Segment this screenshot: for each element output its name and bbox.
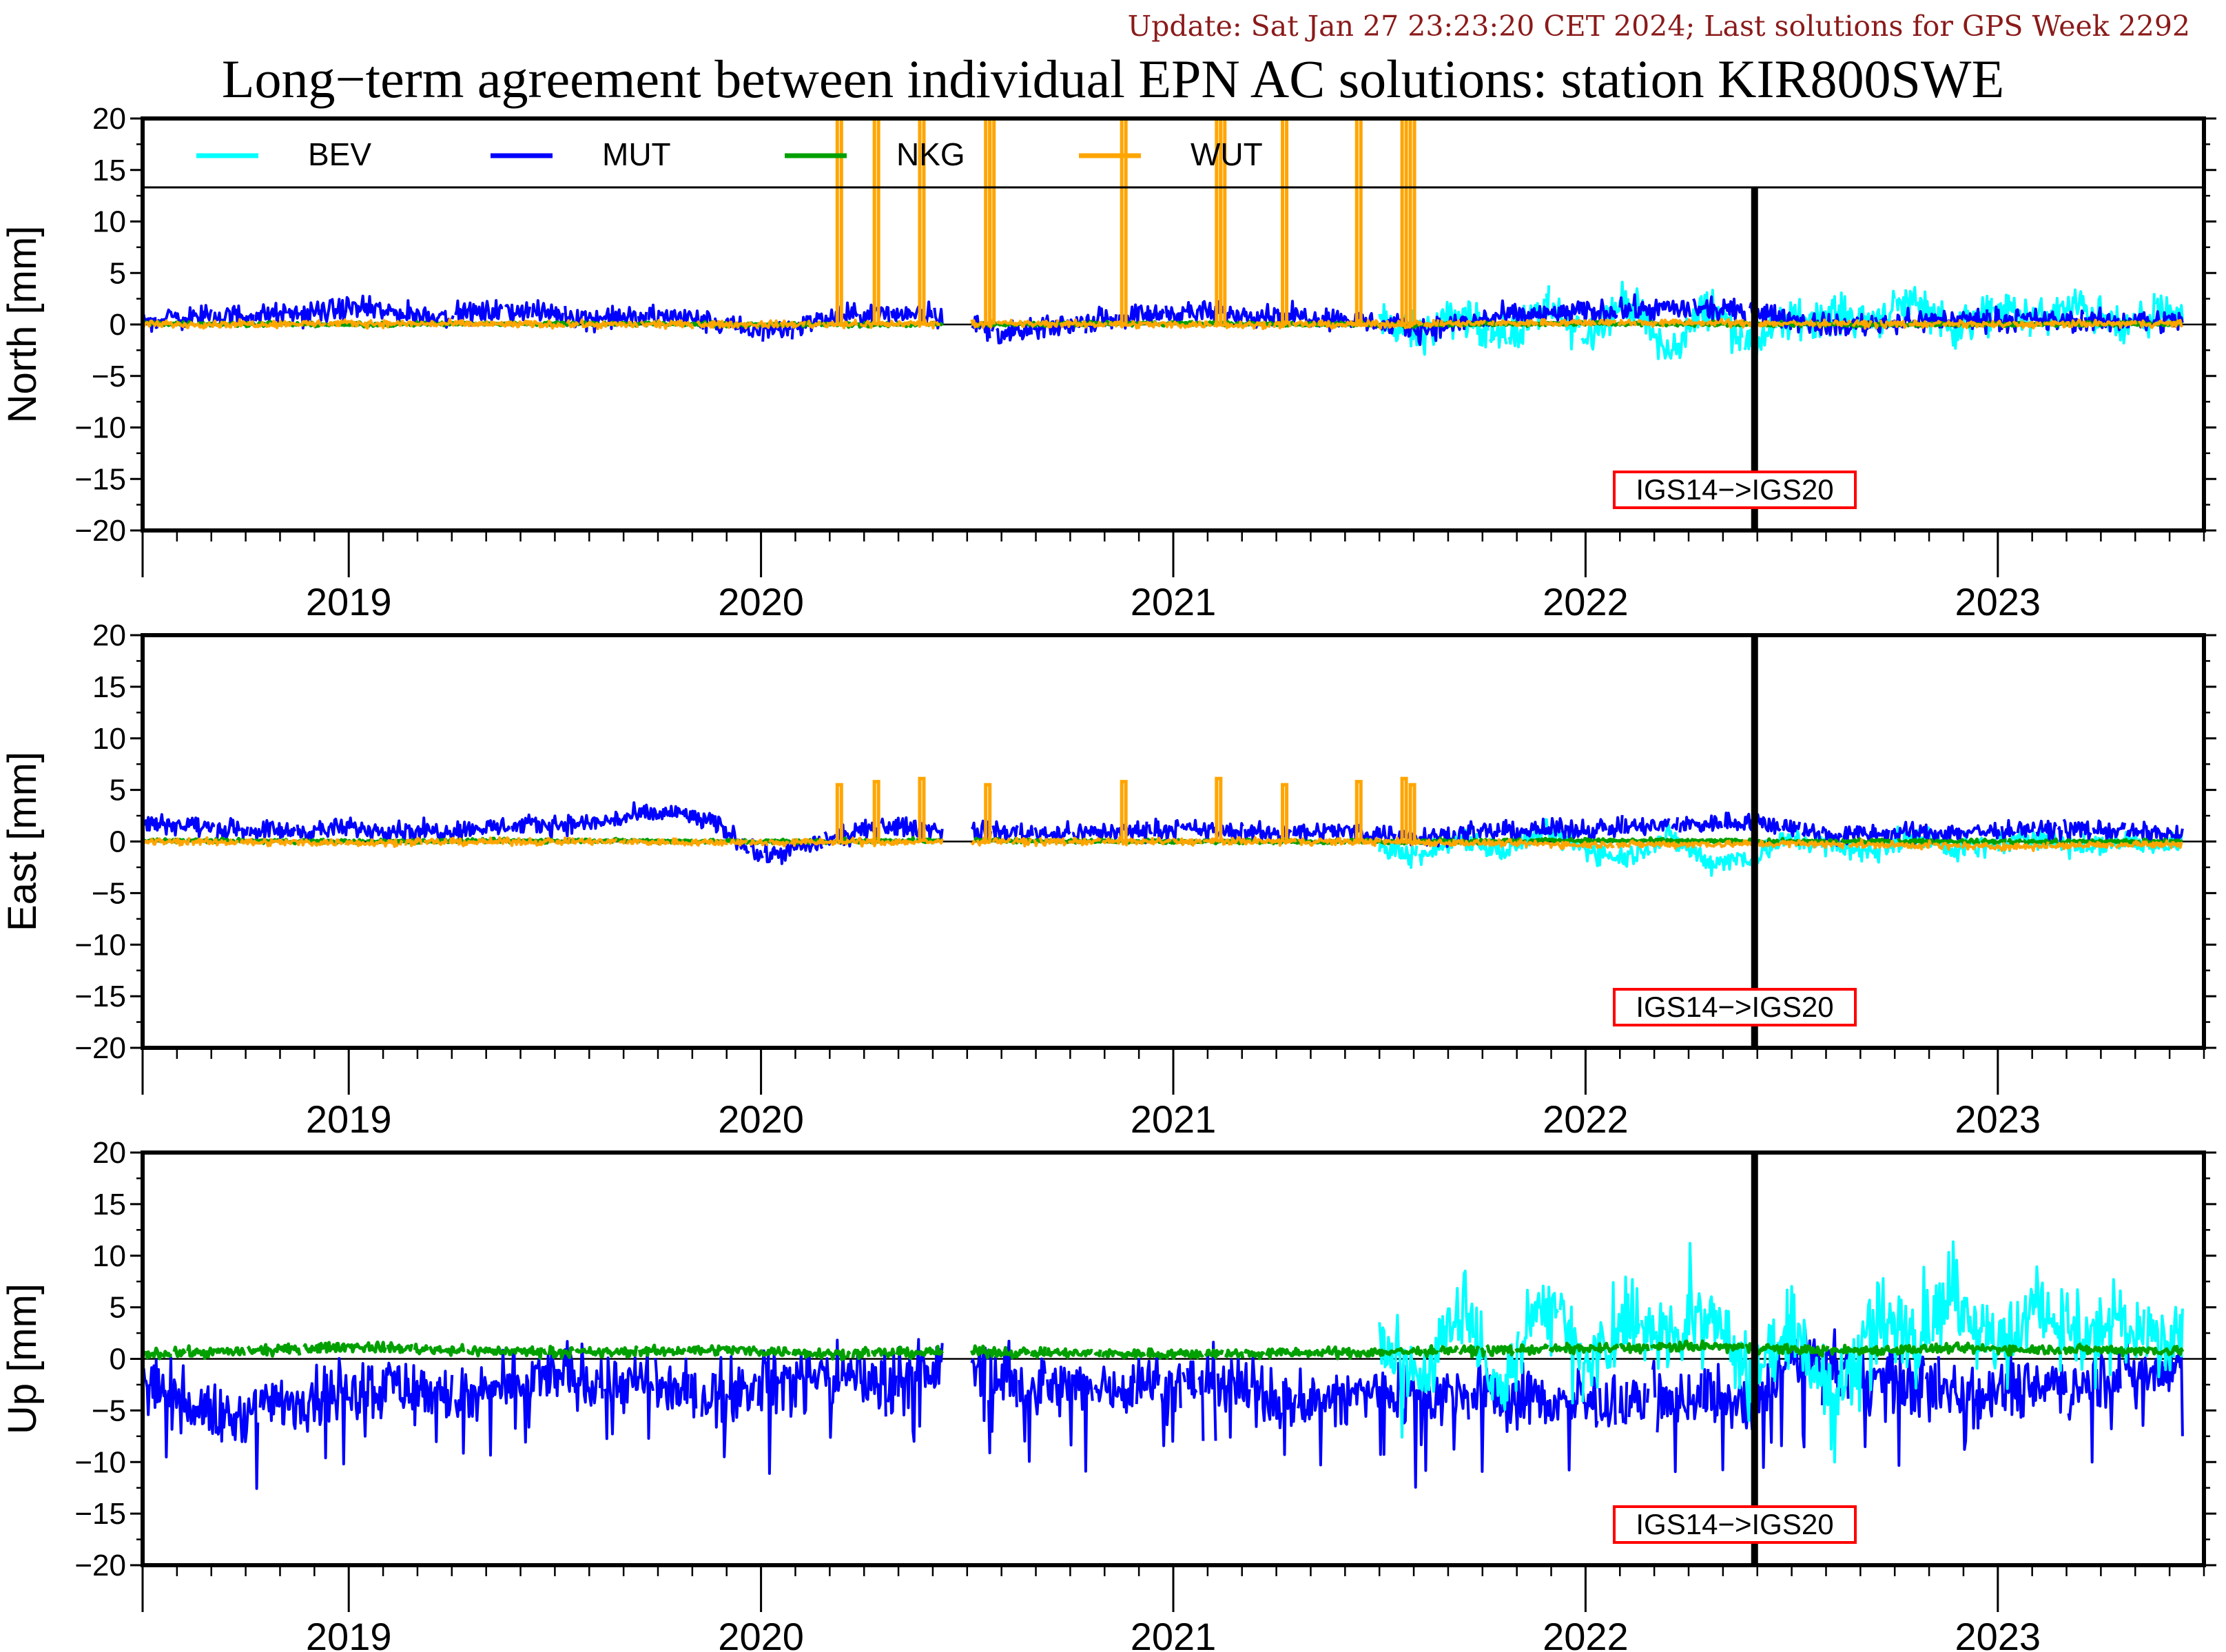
y-tick-label: 5 xyxy=(110,774,126,807)
y-tick-label: 0 xyxy=(110,825,126,859)
x-tick-label: 2019 xyxy=(306,1097,392,1141)
wut-spike xyxy=(835,783,843,842)
x-tick-label: 2020 xyxy=(718,1097,804,1141)
x-tick-label: 2022 xyxy=(1543,1097,1629,1141)
y-tick-label: −10 xyxy=(74,1445,126,1479)
y-tick-label: 15 xyxy=(92,154,126,187)
y-tick-label: −15 xyxy=(74,980,126,1013)
x-tick-label: 2020 xyxy=(718,1615,804,1652)
y-tick-label: −20 xyxy=(74,514,126,548)
y-tick-label: −5 xyxy=(92,876,126,910)
x-tick-label: 2019 xyxy=(306,1615,392,1652)
series-mut-line xyxy=(143,1325,2184,1490)
x-tick-label: 2022 xyxy=(1543,1615,1629,1652)
x-tick-label: 2023 xyxy=(1955,1615,2041,1652)
wut-spike xyxy=(1408,118,1416,324)
panel-3: IGS14−>IGS20 20 15 10 5 0 −5 −10 −15 −20 Up [mm] 20… xyxy=(0,1136,2216,1652)
wut-spike xyxy=(1354,780,1363,842)
wut-spike xyxy=(1400,118,1408,324)
y-tick-label: 10 xyxy=(92,722,126,756)
y-tick-label: 15 xyxy=(92,670,126,704)
wut-spike xyxy=(1408,783,1416,842)
x-tick-label: 2022 xyxy=(1543,580,1629,623)
y-tick-label: 15 xyxy=(92,1188,126,1221)
legend-label-bev: BEV xyxy=(308,136,371,172)
wut-spike xyxy=(1354,118,1363,324)
wut-spike xyxy=(835,118,843,324)
wut-spike xyxy=(988,118,996,324)
y-tick-label: 5 xyxy=(110,1291,126,1325)
y-tick-label: −10 xyxy=(74,928,126,962)
x-tick-label: 2021 xyxy=(1131,1097,1217,1141)
event-label-box xyxy=(1613,471,1857,509)
wut-spike xyxy=(984,783,992,842)
update-text: Update: Sat Jan 27 23:23:20 CET 2024; La… xyxy=(1127,10,2190,43)
series-nkg-line xyxy=(143,1339,2185,1362)
y-tick-label: 0 xyxy=(110,1343,126,1376)
plot-area xyxy=(143,776,2204,877)
wut-spike xyxy=(872,118,880,324)
wut-spike xyxy=(1120,118,1128,324)
y-tick-label: −5 xyxy=(92,1394,126,1427)
wut-spike xyxy=(1120,780,1128,842)
y-tick-label: 20 xyxy=(92,619,126,652)
wut-spike xyxy=(1400,776,1408,842)
y-tick-label: 5 xyxy=(110,256,126,290)
x-tick-label: 2019 xyxy=(306,580,392,623)
panel-2: IGS14−>IGS20 20 15 10 5 0 −5 −10 −15 −20 East [mm]… xyxy=(0,619,2216,1141)
y-tick-label: 20 xyxy=(92,102,126,136)
wut-spike xyxy=(1281,783,1289,842)
y-axis-label: Up [mm] xyxy=(0,1283,45,1434)
series-wut-line xyxy=(143,318,2183,331)
legend-label-wut: WUT xyxy=(1191,136,1263,172)
event-label: IGS14−>IGS20 xyxy=(1636,473,1833,506)
event-label: IGS14−>IGS20 xyxy=(1636,1508,1833,1540)
event-label-box xyxy=(1613,1505,1857,1544)
legend-label-mut: MUT xyxy=(602,136,671,172)
wut-spike xyxy=(918,118,926,324)
x-tick-label: 2023 xyxy=(1955,580,2041,623)
y-tick-label: 20 xyxy=(92,1136,126,1170)
legend-area xyxy=(145,121,2201,187)
y-tick-label: −15 xyxy=(74,1497,126,1531)
x-tick-label: 2020 xyxy=(718,580,804,623)
y-tick-label: −10 xyxy=(74,411,126,445)
wut-spike xyxy=(872,780,880,842)
y-tick-label: 0 xyxy=(110,308,126,342)
wut-spike xyxy=(1215,776,1223,842)
y-tick-label: −5 xyxy=(92,360,126,393)
plot-area xyxy=(143,118,2204,360)
panel-1: IGS14−>IGS20 20 15 10 5 0 −5 −10 −15 −20 North [mm… xyxy=(0,102,2216,623)
wut-spike xyxy=(1219,118,1227,324)
legend-label-nkg: NKG xyxy=(896,136,965,172)
series-bev-line xyxy=(1378,1240,2184,1464)
y-tick-label: −20 xyxy=(74,1549,126,1582)
y-tick-label: 10 xyxy=(92,1239,126,1273)
y-tick-label: −20 xyxy=(74,1031,126,1065)
event-label-box xyxy=(1613,988,1857,1026)
series-wut-line xyxy=(143,836,2183,852)
x-tick-label: 2021 xyxy=(1131,1615,1217,1652)
x-tick-label: 2021 xyxy=(1131,580,1217,623)
chart-title: Long−term agreement between individual E… xyxy=(221,49,2005,109)
y-tick-label: −15 xyxy=(74,462,126,496)
event-label: IGS14−>IGS20 xyxy=(1636,991,1833,1023)
wut-spike xyxy=(1281,118,1289,324)
y-tick-label: 10 xyxy=(92,205,126,239)
x-tick-label: 2023 xyxy=(1955,1097,2041,1141)
plot-area xyxy=(143,1240,2204,1490)
wut-spike xyxy=(918,776,926,842)
y-axis-label: East [mm] xyxy=(0,752,45,931)
y-axis-label: North [mm] xyxy=(0,226,45,424)
